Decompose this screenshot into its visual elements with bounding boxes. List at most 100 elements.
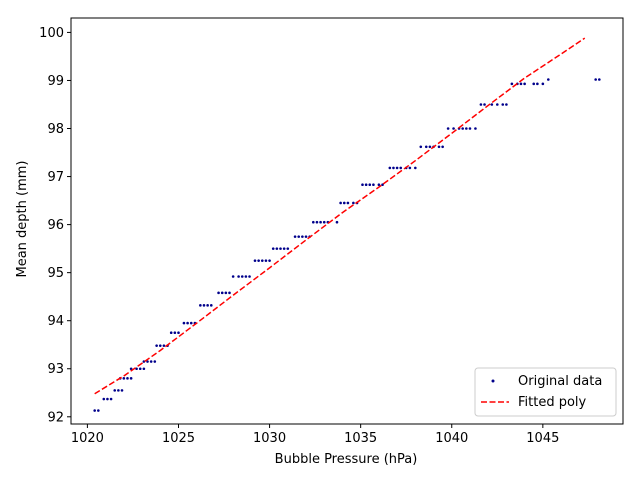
data-point	[441, 145, 444, 149]
data-point	[106, 397, 109, 401]
data-point	[392, 166, 395, 170]
data-point	[162, 344, 166, 347]
data-point	[177, 331, 180, 335]
data-point	[135, 367, 138, 371]
data-point	[146, 360, 149, 363]
data-point	[113, 389, 117, 392]
data-point	[228, 291, 231, 295]
y-tick-label: 98	[47, 122, 64, 137]
data-point	[282, 247, 286, 250]
data-point	[461, 127, 464, 130]
data-point	[129, 377, 133, 380]
y-tick-label: 99	[47, 74, 64, 89]
data-point	[335, 220, 339, 224]
data-point	[479, 103, 483, 106]
data-point	[541, 82, 545, 86]
data-point	[268, 259, 271, 262]
legend-label-original-data: Original data	[518, 374, 602, 389]
data-point	[536, 82, 539, 86]
data-point	[342, 201, 346, 205]
y-tick-label: 100	[39, 26, 64, 41]
data-point	[209, 304, 213, 307]
data-point	[244, 275, 248, 278]
data-point	[224, 291, 228, 295]
x-tick-label: 1030	[253, 431, 286, 446]
data-point	[120, 389, 124, 392]
data-point	[109, 397, 113, 401]
y-tick-label: 93	[47, 362, 64, 377]
data-point	[452, 127, 455, 130]
data-point	[275, 247, 279, 250]
data-point	[149, 360, 153, 363]
data-point	[264, 259, 268, 262]
x-axis-label: Bubble Pressure (hPa)	[275, 452, 418, 467]
fitted-poly-line	[94, 37, 586, 395]
legend-scatter-marker	[491, 379, 495, 383]
data-point	[532, 82, 536, 86]
data-point	[257, 259, 260, 262]
data-point	[206, 304, 209, 307]
data-point	[490, 103, 494, 106]
data-point	[189, 321, 193, 325]
data-point	[173, 331, 177, 335]
data-point	[346, 201, 350, 205]
x-tick-label: 1020	[71, 431, 104, 446]
data-point	[598, 78, 601, 81]
x-tick-label: 1040	[435, 431, 468, 446]
data-point	[361, 183, 364, 187]
data-point	[271, 247, 275, 250]
data-point	[286, 247, 290, 250]
data-point	[505, 103, 508, 106]
y-tick-label: 97	[47, 170, 64, 185]
fitted-line-series	[94, 37, 586, 395]
legend-box	[474, 367, 617, 417]
data-point	[240, 275, 244, 278]
data-point	[217, 291, 220, 295]
data-point	[483, 103, 486, 106]
data-point	[319, 220, 322, 224]
x-tick-label: 1045	[526, 431, 559, 446]
data-point	[102, 397, 106, 401]
data-point	[182, 321, 186, 325]
data-point	[304, 235, 308, 238]
data-point	[138, 367, 142, 371]
data-point	[364, 183, 368, 187]
data-point	[352, 201, 355, 205]
data-point	[547, 78, 550, 81]
data-point	[408, 166, 412, 170]
data-point	[220, 291, 224, 295]
data-point	[231, 275, 235, 278]
y-axis-label: Mean depth (mm)	[15, 161, 30, 278]
data-point	[253, 259, 257, 262]
legend: Original data Fitted poly	[474, 367, 617, 417]
data-point	[315, 220, 319, 224]
data-point	[122, 377, 126, 380]
data-point	[510, 82, 514, 86]
data-point	[155, 344, 158, 347]
data-point	[186, 321, 189, 325]
data-point	[424, 145, 428, 149]
data-point	[523, 82, 526, 86]
data-point	[446, 127, 450, 130]
data-point	[158, 344, 162, 347]
data-point	[202, 304, 206, 307]
y-tick-label: 92	[47, 410, 64, 425]
data-point	[301, 235, 304, 238]
data-point	[199, 304, 202, 307]
data-point	[297, 235, 301, 238]
data-point	[501, 103, 505, 106]
data-point	[312, 220, 315, 224]
x-tick-label: 1025	[162, 431, 195, 446]
data-point	[381, 183, 384, 187]
legend-label-fitted-poly: Fitted poly	[518, 395, 587, 410]
data-point	[237, 275, 240, 278]
data-point	[437, 145, 441, 149]
axes-frame	[70, 17, 624, 425]
y-axis-ticks: 92 93 94 95 96 97 98 99 100	[39, 26, 71, 425]
data-point	[93, 409, 96, 412]
plot-background	[71, 18, 623, 424]
axes	[70, 17, 624, 425]
data-point	[368, 183, 372, 187]
data-point	[339, 201, 342, 205]
